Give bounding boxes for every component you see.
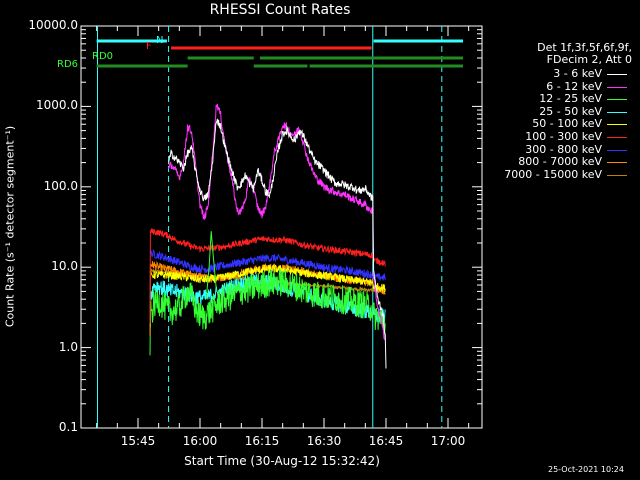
legend-swatch: [607, 174, 627, 176]
legend-swatch: [607, 136, 627, 138]
legend-entry: 25 - 50 keV: [480, 104, 630, 119]
legend-header-line-1: Det 1f,3f,5f,6f,9f,: [537, 41, 632, 54]
legend-entry: 50 - 100 keV: [480, 118, 630, 131]
legend-entry-label: 6 - 12 keV: [546, 79, 602, 93]
y-tick-label: 10000.0: [28, 18, 78, 32]
plot-frame: [80, 25, 483, 429]
x-tick-label: 16:15: [244, 434, 280, 448]
series-spike-12-25-kev: [205, 231, 217, 300]
legend-swatch: [607, 86, 627, 88]
legend-header-line-2: FDecim 2, Att 0: [546, 53, 632, 66]
legend-entry: 3 - 6 keV: [480, 67, 630, 81]
legend-entry-label: 800 - 7000 keV: [518, 155, 602, 169]
legend-entry-label: 50 - 100 keV: [532, 117, 602, 131]
legend-entry: 800 - 7000 keV: [480, 155, 630, 169]
y-tick-label: 100.0: [43, 178, 78, 193]
attenuator-markers: [96, 26, 443, 428]
legend-swatch: [607, 111, 627, 113]
chart-title: RHESSI Count Rates: [209, 2, 351, 18]
series-line-50-100-kev: [150, 263, 386, 293]
axes-frame: [80, 25, 483, 429]
legend-entry: 6 - 12 keV: [480, 79, 630, 94]
legend-swatch: [607, 74, 627, 75]
series-line-100-300-kev: [150, 228, 386, 267]
legend-entry-label: 25 - 50 keV: [539, 104, 602, 118]
flag-bars: [96, 39, 463, 68]
legend-entry-label: 100 - 300 keV: [525, 129, 602, 143]
x-tick-label: 17:00: [430, 434, 466, 448]
legend-entry: 7000 - 15000 keV: [480, 167, 630, 182]
series-line-3-6-kev: [168, 118, 386, 338]
y-axis-label: Count Rate (s⁻¹ detector segment⁻¹): [3, 125, 17, 328]
x-axis-label: Start Time (30-Aug-12 15:32:42): [184, 454, 380, 468]
flag-label-rd0: RD0: [92, 51, 114, 62]
legend-swatch: [607, 149, 627, 151]
legend-entry-label: 7000 - 15000 keV: [504, 167, 602, 181]
legend-entry: 12 - 25 keV: [480, 92, 630, 106]
y-tick-label: 0.1: [58, 420, 78, 434]
y-tick-label: 10.0: [51, 259, 78, 274]
series-line-12-25-kev: [149, 267, 386, 335]
flag-label-f: F: [146, 41, 152, 52]
x-tick-label: 15:45: [120, 434, 156, 448]
plot-timestamp: 25-Oct-2021 10:24: [548, 465, 624, 474]
y-tick-label: 1000.0: [36, 98, 78, 113]
y-tick-label: 1.0: [58, 339, 78, 354]
legend-entry-label: 300 - 800 keV: [525, 142, 602, 156]
legend-entry-label: 12 - 25 keV: [539, 92, 602, 106]
flag-label-n: N: [156, 35, 164, 46]
legend: 3 - 6 keV 6 - 12 keV 12 - 25 keV 25 - 50 ke…: [480, 67, 630, 182]
series-lines: [149, 103, 387, 369]
legend-swatch: [607, 99, 627, 101]
flag-label-rd6: RD6: [57, 59, 79, 70]
x-tick-label: 16:45: [368, 434, 404, 448]
series-end-tail: [384, 333, 387, 369]
legend-swatch: [607, 124, 627, 126]
legend-header: Det 1f,3f,5f,6f,9f, FDecim 2, Att 0: [508, 42, 632, 66]
legend-entry: 300 - 800 keV: [480, 142, 630, 157]
x-tick-label: 16:00: [182, 434, 218, 448]
series-line-6-12-kev: [168, 103, 386, 341]
legend-entry: 100 - 300 keV: [480, 129, 630, 144]
legend-entry-label: 3 - 6 keV: [553, 67, 602, 80]
x-tick-label: 16:30: [306, 434, 342, 448]
legend-swatch: [607, 162, 627, 164]
series-line-300-800-kev: [149, 249, 386, 281]
